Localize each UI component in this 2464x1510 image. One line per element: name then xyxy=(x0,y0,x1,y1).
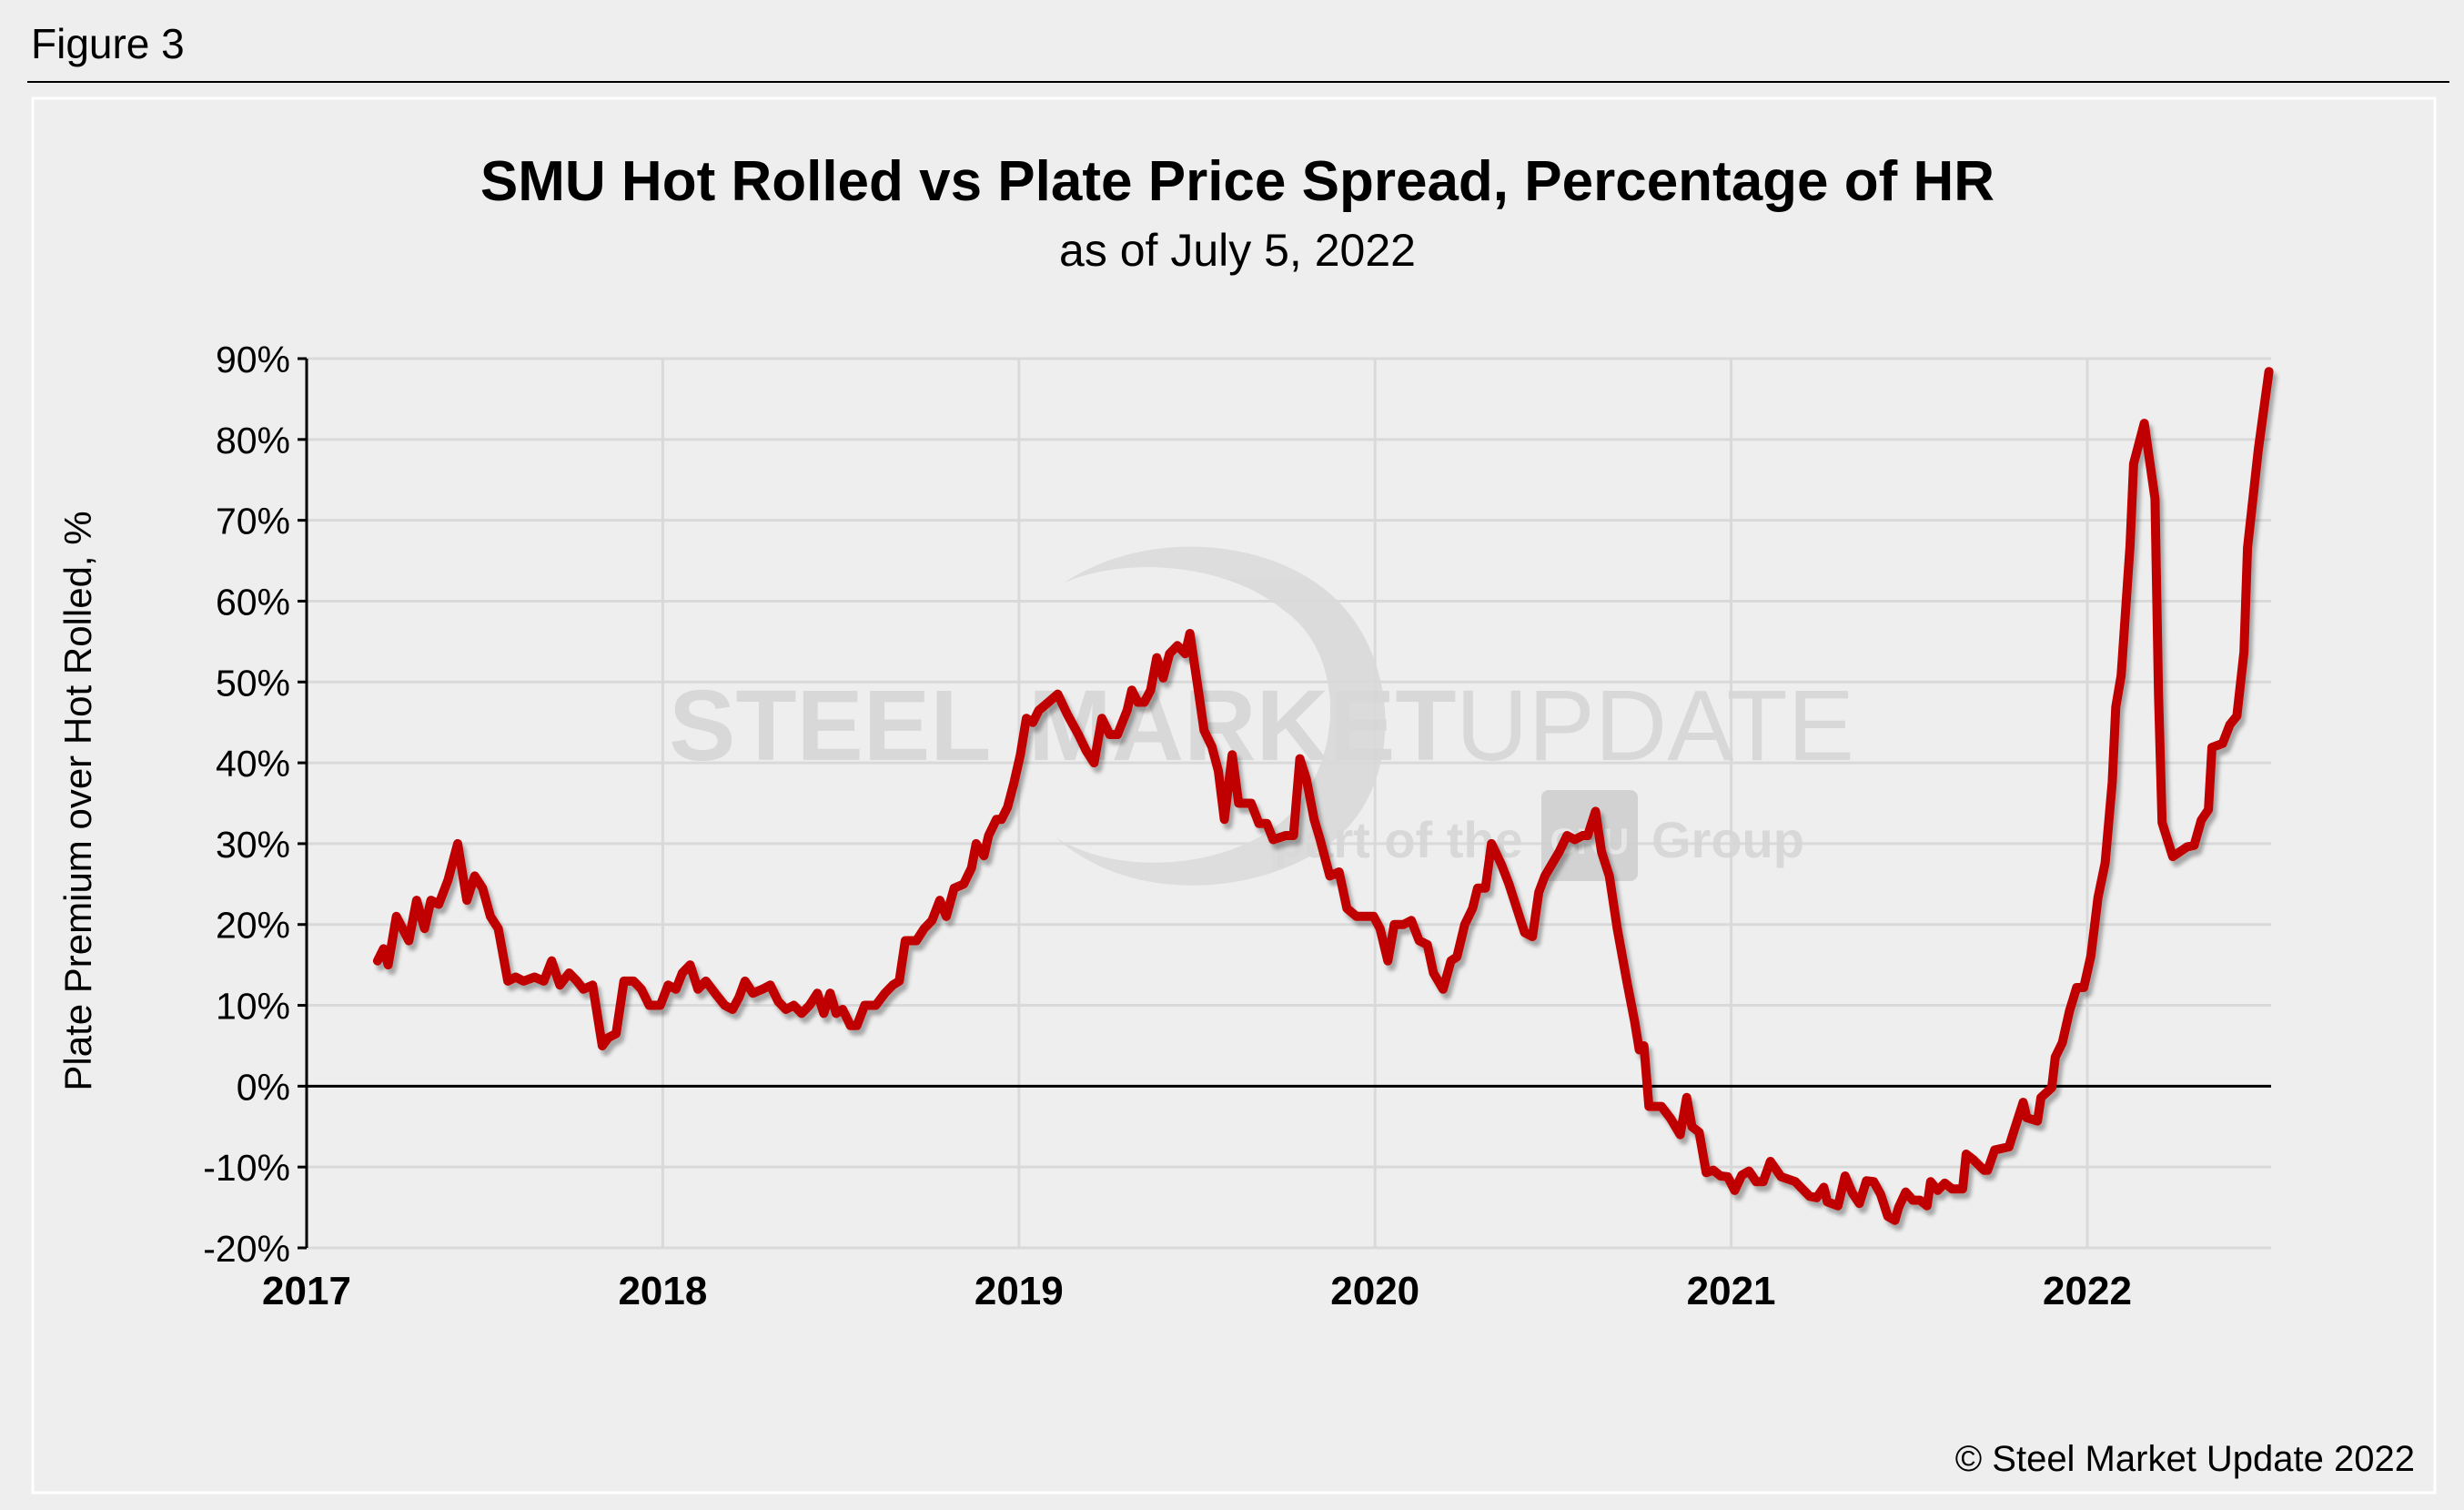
x-tick-label: 2019 xyxy=(974,1269,1064,1313)
watermark-update: UPDATE xyxy=(1456,670,1854,782)
y-tick-label: 80% xyxy=(216,420,290,461)
y-axis-label: Plate Premium over Hot Rolled, % xyxy=(56,511,99,1090)
y-tick-label: 20% xyxy=(216,905,290,947)
chart-title: SMU Hot Rolled vs Plate Price Spread, Pe… xyxy=(480,150,1994,213)
y-tick-label: 0% xyxy=(237,1066,290,1108)
y-tick-label: 70% xyxy=(216,501,290,542)
x-tick-label: 2022 xyxy=(2043,1269,2132,1313)
x-tick-label: 2017 xyxy=(262,1269,351,1313)
watermark-group: Group xyxy=(1651,811,1804,868)
y-tick-label: 90% xyxy=(216,339,290,380)
y-tick-label: -20% xyxy=(203,1228,290,1270)
copyright: © Steel Market Update 2022 xyxy=(1955,1439,2415,1479)
y-tick-label: 50% xyxy=(216,662,290,704)
x-tick-label: 2020 xyxy=(1330,1269,1419,1313)
watermark-steel: STEEL xyxy=(669,670,992,782)
axes: -20% -10% 0% 10% 20% 30% 40% 50% 60% 70% 80% 90% 201… xyxy=(203,339,2271,1313)
y-tick-label: 40% xyxy=(216,743,290,785)
chart-subtitle: as of July 5, 2022 xyxy=(1059,225,1416,276)
y-tick-label: 10% xyxy=(216,986,290,1028)
x-tick-label: 2021 xyxy=(1687,1269,1776,1313)
y-tick-label: -10% xyxy=(203,1147,290,1189)
series-layer xyxy=(372,367,2274,1225)
y-tick-label: 60% xyxy=(216,581,290,623)
y-tick-label: 30% xyxy=(216,824,290,866)
x-tick-label: 2018 xyxy=(618,1269,707,1313)
watermark-swoosh-icon xyxy=(1055,546,1386,886)
figure-label: Figure 3 xyxy=(31,20,185,67)
series-line xyxy=(372,367,2274,1225)
